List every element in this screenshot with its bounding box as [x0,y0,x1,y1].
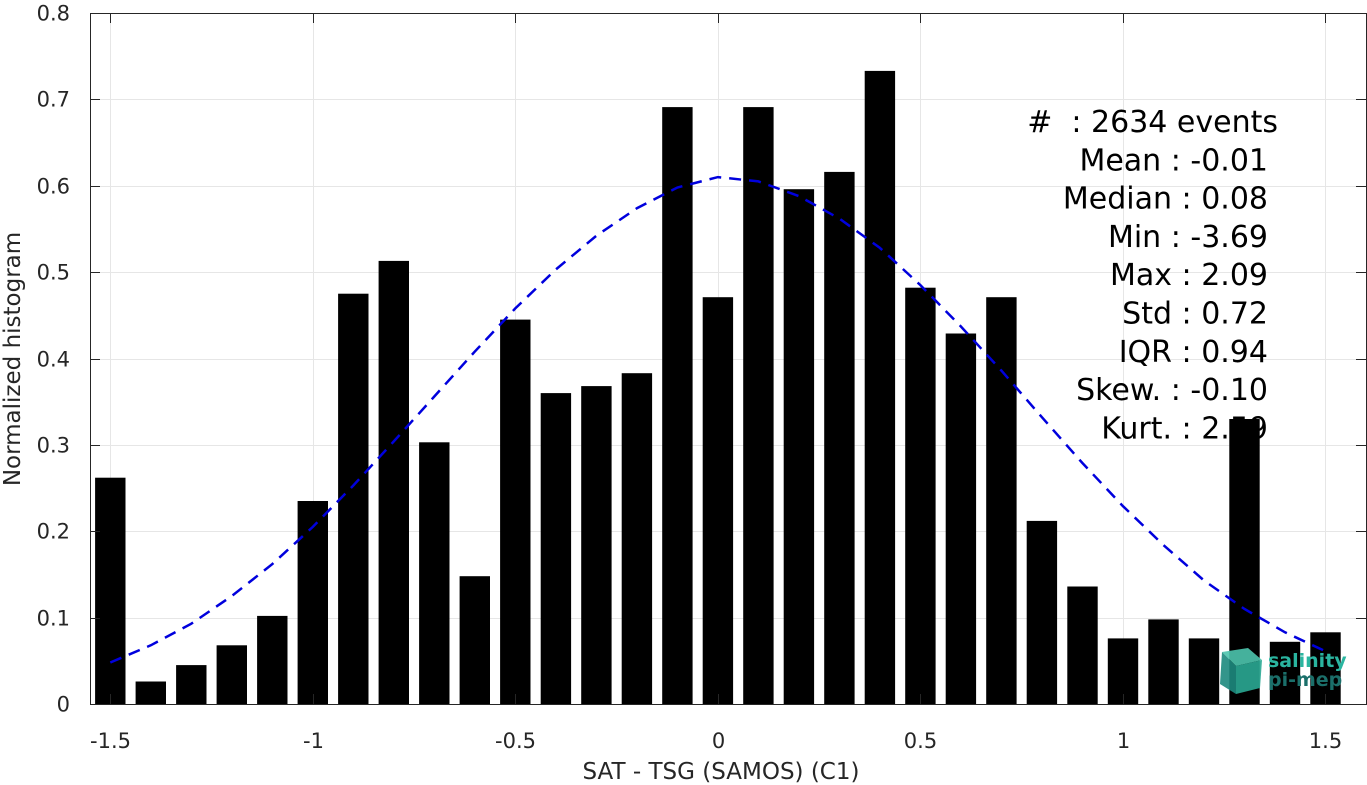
stats-line: Max : 2.09 [1110,258,1268,293]
histogram-bar [662,107,693,705]
histogram-bar [176,665,207,704]
x-tick-label: -1.5 [90,729,131,753]
y-tick-label: 0 [57,693,70,717]
histogram-bar [1026,520,1058,704]
histogram-bar [459,576,490,704]
x-tick-label: -0.5 [495,729,536,753]
stats-line: Min : -3.69 [1108,220,1268,255]
fit-curve [109,175,1327,664]
y-tick-label: 0.1 [37,607,70,631]
salinity-pi-mep-logo: salinity pi-mep [1220,648,1347,694]
histogram-bar [378,260,409,704]
y-tick-label: 0.3 [37,434,70,458]
histogram-bar [419,442,450,704]
stats-line: # : 2634 events [1027,105,1278,140]
histogram-bar [824,171,855,704]
x-tick-label: -1 [303,729,324,753]
y-tick-label: 0.4 [37,348,70,372]
histogram-bar [1188,638,1220,704]
histogram-bar [257,615,288,704]
stats-line: Std : 0.72 [1122,297,1268,332]
histogram-bar [1310,632,1341,704]
logo-line1: salinity [1268,650,1347,672]
histogram-bar [1067,586,1098,704]
x-tick-label: 1 [1117,729,1130,753]
y-tick-label: 0.7 [37,88,70,112]
stats-line: IQR : 0.94 [1119,335,1268,370]
stats-line: Skew. : -0.10 [1076,373,1268,408]
x-tick-label: 0.5 [904,729,937,753]
histogram-bar [986,297,1017,704]
stats-line: Mean : -0.01 [1079,143,1268,178]
histogram-bar [905,287,936,704]
y-tick-label: 0.6 [37,175,70,199]
histogram-bar [702,297,734,704]
stats-line: Kurt. : 2.59 [1101,411,1268,446]
histogram-bar [621,373,653,704]
stats-line: Median : 0.08 [1063,182,1268,217]
y-axis-ticks: 0 0.1 0.2 0.3 0.4 0.5 0.6 0.7 0.8 [37,2,1366,717]
histogram-bar [95,477,126,704]
y-axis-label: Normalized histogram [0,232,26,486]
cube-icon [1220,648,1262,694]
y-tick-label: 0.5 [37,261,70,285]
histogram-bar [783,189,815,704]
grid [90,13,1366,705]
histogram-bar [1269,641,1301,704]
x-axis-ticks: -1.5 -1 -0.5 0 0.5 1 1.5 [90,13,1342,753]
y-tick-label: 0.8 [37,2,70,26]
histogram-bar [581,386,612,704]
histogram-bars [95,70,1341,705]
histogram-bar [1107,638,1139,704]
x-tick-label: 1.5 [1309,729,1342,753]
histogram-bar [216,645,247,704]
histogram-bar [338,293,369,704]
logo-line2: pi-mep [1268,669,1342,691]
histogram-bar [864,70,896,704]
y-tick-label: 0.2 [37,520,70,544]
histogram-bar [540,393,572,704]
histogram-bar [500,319,531,704]
histogram-bar [945,333,977,704]
x-tick-label: 0 [712,729,725,753]
x-axis-label: SAT - TSG (SAMOS) (C1) [583,759,860,785]
histogram-bar [743,107,774,705]
histogram-bar [135,681,166,704]
histogram-bar [1148,619,1179,704]
histogram-bar [297,501,328,704]
